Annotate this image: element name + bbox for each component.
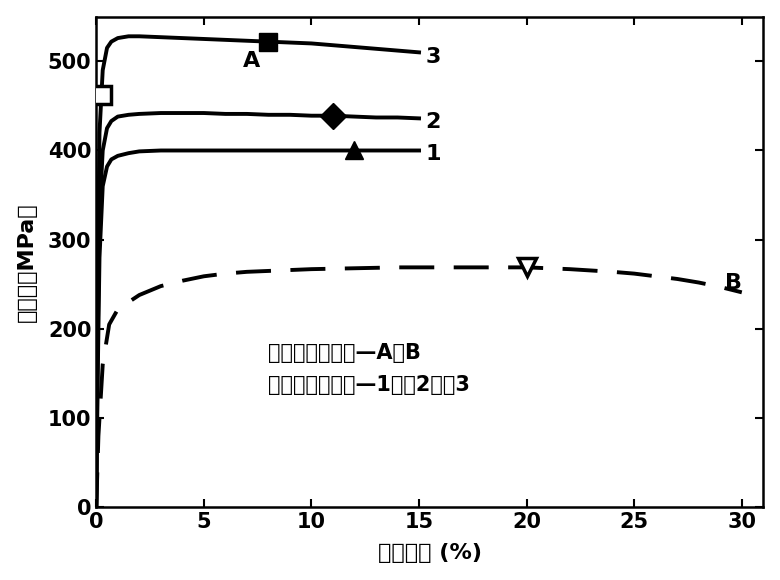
Text: B: B [725,273,742,292]
Text: 3: 3 [426,47,441,67]
Y-axis label: 真应力（MPa）: 真应力（MPa） [16,202,37,322]
Text: 1: 1 [426,144,441,164]
Text: 均匀纳米孟晶钢—A、B
梯度纳米孟晶钢—1、、2、、3: 均匀纳米孟晶钢—A、B 梯度纳米孟晶钢—1、、2、、3 [268,343,470,396]
Text: A: A [243,51,260,71]
X-axis label: 工程应变 (%): 工程应变 (%) [378,543,482,563]
Text: 2: 2 [426,112,441,132]
